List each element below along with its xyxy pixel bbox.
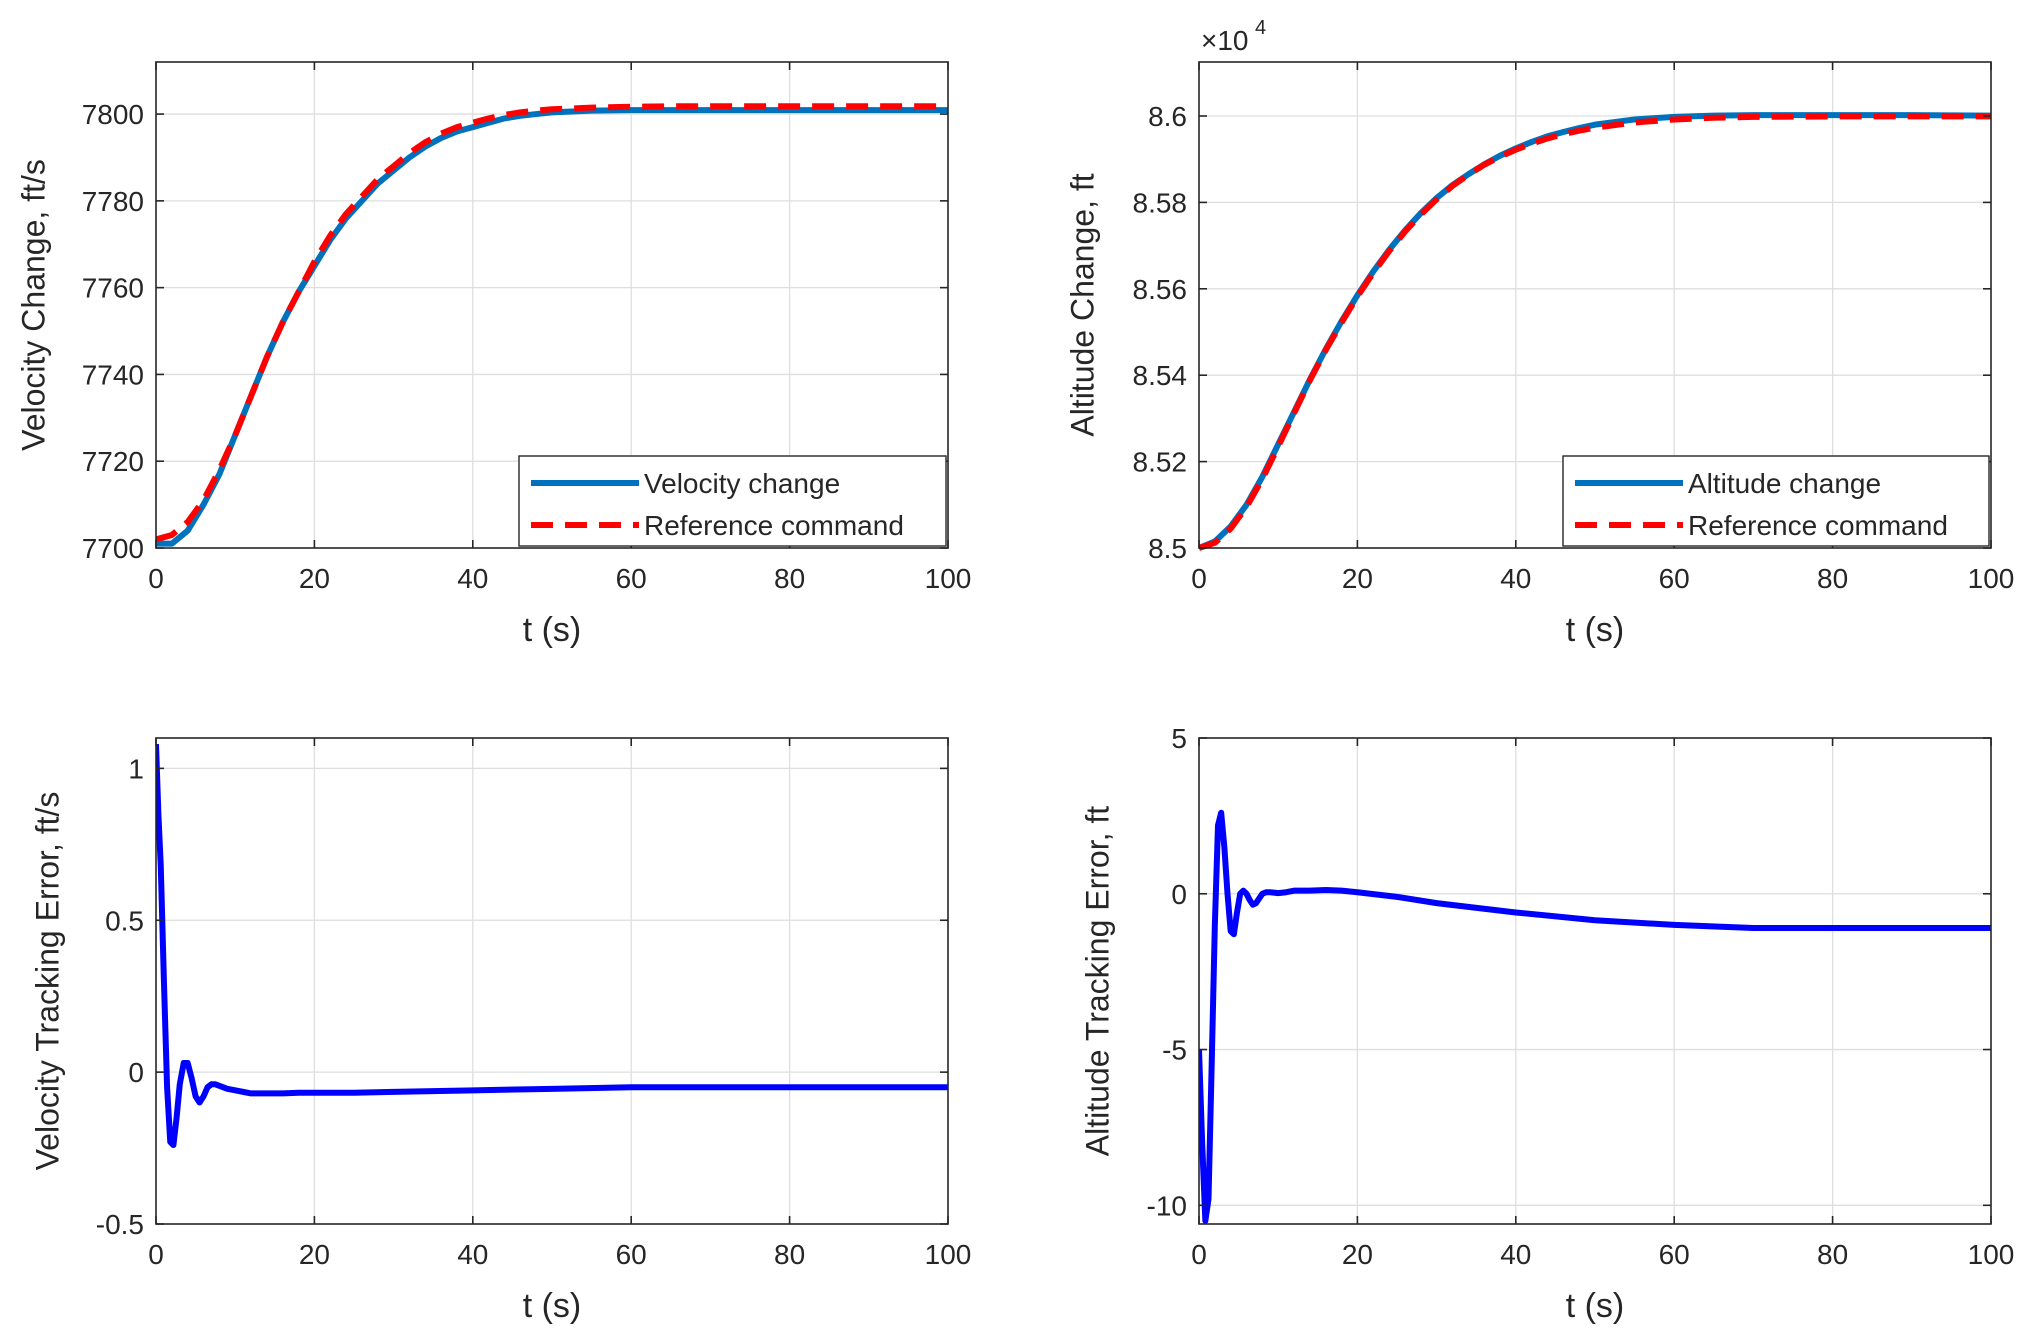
axes-frame xyxy=(155,737,949,1225)
velocity-change-chart: 0 20 40 60 80 100 7700 7720 7740 7760 7780 7800 t (s… xyxy=(15,61,972,649)
y-tick-label: 0 xyxy=(128,1057,144,1088)
x-tick-label: 60 xyxy=(1659,1239,1690,1270)
y-axis-label: Altitude Change, ft xyxy=(1064,173,1100,436)
y-tick-label: 8.6 xyxy=(1148,101,1187,132)
altitude-tracking-error-chart: 0 20 40 60 80 100 -10 -5 0 5 t (s) Altitude Trackin… xyxy=(1079,723,2014,1325)
y-tick-label: 7740 xyxy=(82,359,144,390)
x-tick-label: 20 xyxy=(299,563,330,594)
legend-entry-label: Velocity change xyxy=(644,468,840,499)
velocity-tracking-error-chart: 0 20 40 60 80 100-0.500.51t (s)Velocity Track… xyxy=(29,737,972,1325)
series-line-reference-command xyxy=(156,103,948,543)
legend-entry-label: Altitude change xyxy=(1688,468,1881,499)
x-tick-label: 0 xyxy=(1191,563,1207,594)
x-tick-label: 100 xyxy=(1968,1239,2015,1270)
x-axis-label: t (s) xyxy=(1566,611,1625,649)
x-tick-label: 60 xyxy=(1659,563,1690,594)
x-tick-label: 80 xyxy=(774,1239,805,1270)
plot-area xyxy=(156,738,948,1224)
axes-frame xyxy=(1198,737,1992,1225)
legend-entry-label: Reference command xyxy=(1688,510,1948,541)
legend-box xyxy=(518,455,947,547)
axes-frame xyxy=(155,61,949,549)
legend-box xyxy=(1562,455,1990,547)
y-tick-label: 7780 xyxy=(82,186,144,217)
x-tick-label: 60 xyxy=(616,563,647,594)
y-tick-label: -5 xyxy=(1162,1035,1187,1066)
axis-exponent-label: ×10 xyxy=(1201,25,1249,56)
series-line-reference-command xyxy=(1199,113,1991,551)
x-tick-label: 40 xyxy=(457,563,488,594)
legend: Altitude change Reference command xyxy=(1562,455,1990,547)
y-tick-label: 8.56 xyxy=(1133,274,1188,305)
x-tick-label: 0 xyxy=(148,563,164,594)
y-tick-label: 8.58 xyxy=(1133,187,1188,218)
x-tick-label: 80 xyxy=(1817,563,1848,594)
altitude-change-chart: 0 20 40 60 80 100 8.5 8.52 8.54 8.56 8.58 8.6 t (s) A… xyxy=(1064,17,2014,649)
y-tick-label: 8.52 xyxy=(1133,447,1188,478)
x-tick-label: 20 xyxy=(299,1239,330,1270)
y-tick-label: 0 xyxy=(1171,879,1187,910)
legend-entry-label: Reference command xyxy=(644,510,904,541)
y-tick-label: 8.5 xyxy=(1148,533,1187,564)
axes-frame xyxy=(1198,61,1992,549)
y-tick-label: 7800 xyxy=(82,99,144,130)
legend: Velocity change Reference command xyxy=(518,455,947,547)
x-tick-label: 100 xyxy=(925,563,972,594)
x-tick-label: 100 xyxy=(925,1239,972,1270)
x-tick-label: 60 xyxy=(616,1239,647,1270)
x-tick-label: 0 xyxy=(1191,1239,1207,1270)
y-tick-label: 0.5 xyxy=(105,905,144,936)
y-tick-label: -0.5 xyxy=(96,1209,144,1240)
y-axis-label: Velocity Tracking Error, ft/s xyxy=(29,792,65,1171)
x-axis-label: t (s) xyxy=(523,1287,582,1325)
y-tick-label: 1 xyxy=(128,753,144,784)
x-tick-label: 80 xyxy=(774,563,805,594)
y-axis-label: Velocity Change, ft/s xyxy=(15,159,51,451)
x-tick-label: 40 xyxy=(1500,1239,1531,1270)
plot-area xyxy=(1199,738,1991,1224)
x-axis-label: t (s) xyxy=(1566,1287,1625,1325)
y-tick-label: 7700 xyxy=(82,533,144,564)
series-line-altitude-tracking-error xyxy=(1199,809,1991,1224)
y-tick-label: -10 xyxy=(1147,1190,1187,1221)
x-tick-label: 100 xyxy=(1968,563,2015,594)
y-tick-label: 7760 xyxy=(82,273,144,304)
x-tick-label: 20 xyxy=(1342,563,1373,594)
x-tick-label: 40 xyxy=(1500,563,1531,594)
y-axis-label: Altitude Tracking Error, ft xyxy=(1079,806,1115,1156)
x-tick-label: 40 xyxy=(457,1239,488,1270)
axis-exponent-power: 4 xyxy=(1255,17,1266,39)
y-tick-label: 7720 xyxy=(82,446,144,477)
series-line-velocity-tracking-error xyxy=(156,743,948,1149)
y-tick-label: 8.54 xyxy=(1133,360,1188,391)
x-axis-label: t (s) xyxy=(523,611,582,649)
x-tick-label: 0 xyxy=(148,1239,164,1270)
y-tick-label: 5 xyxy=(1171,723,1187,754)
x-tick-label: 80 xyxy=(1817,1239,1848,1270)
x-tick-label: 20 xyxy=(1342,1239,1373,1270)
